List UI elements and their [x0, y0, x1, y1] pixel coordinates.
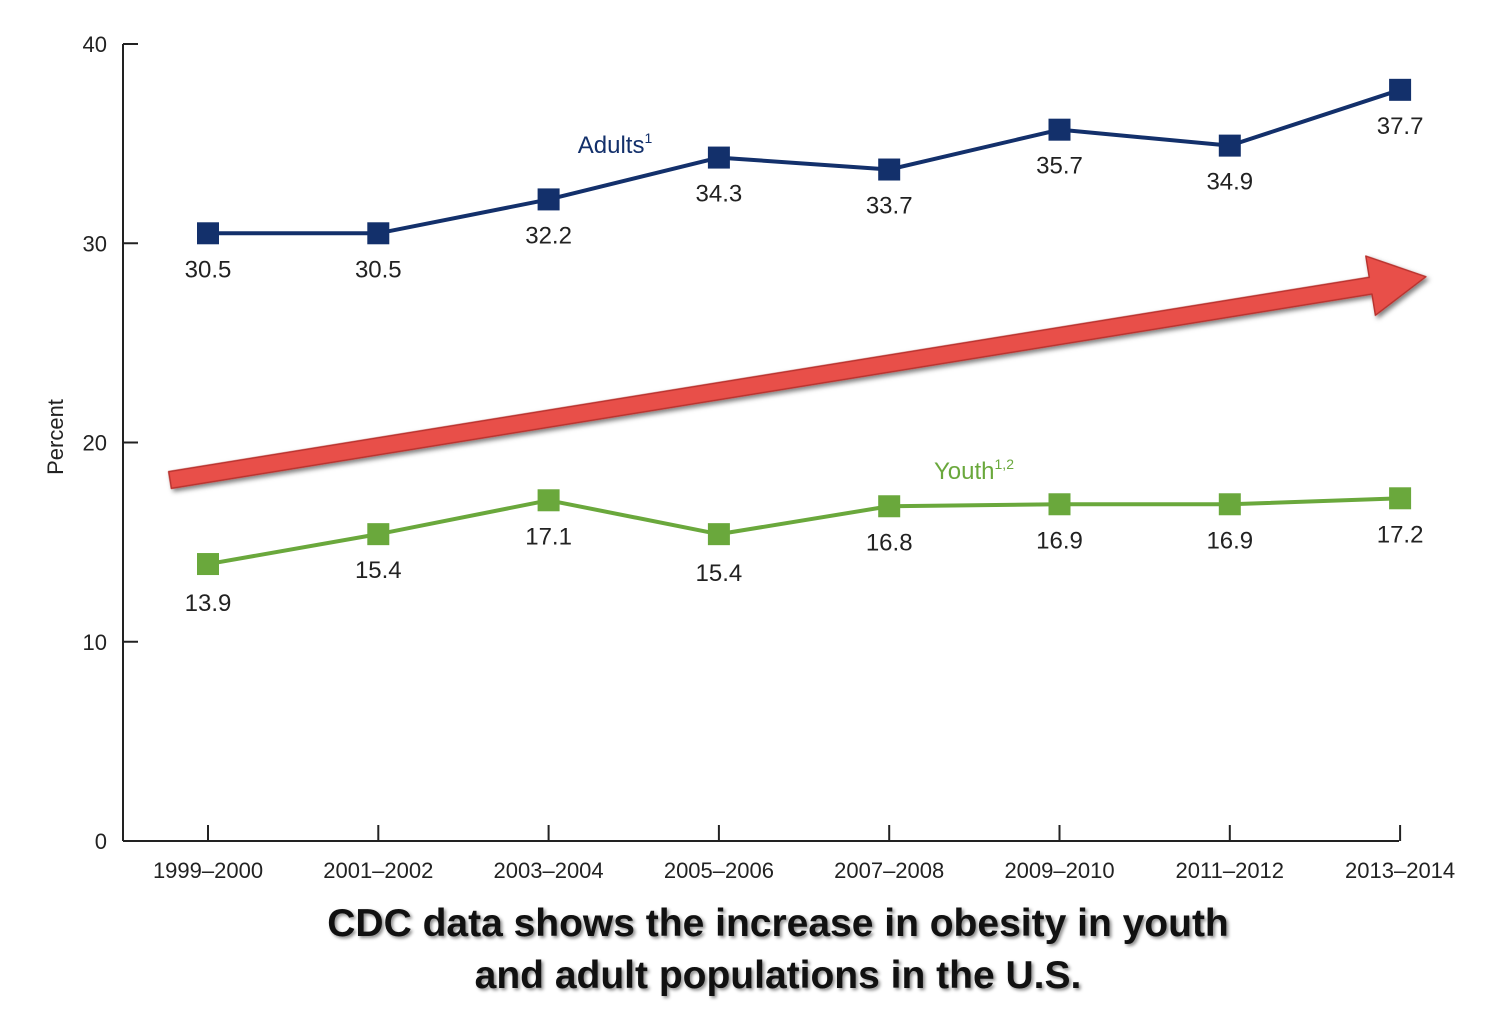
data-label-adults: 30.5: [355, 256, 402, 283]
data-label-youth: 17.2: [1377, 521, 1424, 548]
data-point-adults: [1048, 118, 1071, 141]
data-label-youth: 13.9: [185, 590, 232, 617]
data-point-youth: [878, 495, 901, 518]
data-label-youth: 15.4: [355, 557, 402, 584]
data-point-adults: [1218, 134, 1241, 157]
y-tick-label: 20: [83, 431, 107, 456]
y-tick-label: 0: [95, 829, 107, 854]
series-superscript-youth: 1,2: [995, 456, 1015, 472]
data-label-youth: 15.4: [696, 560, 743, 587]
data-label-adults: 32.2: [525, 222, 572, 249]
data-label-youth: 16.9: [1206, 527, 1253, 554]
data-label-youth: 16.9: [1036, 527, 1083, 554]
x-tick-label: 2009–2010: [1004, 858, 1114, 883]
caption-line-2: and adult populations in the U.S.: [474, 954, 1082, 997]
data-label-adults: 34.9: [1206, 169, 1253, 196]
data-point-youth: [537, 489, 560, 512]
data-label-adults: 35.7: [1036, 153, 1083, 180]
trend-arrow-shape: [167, 255, 1427, 490]
data-point-youth: [1218, 493, 1241, 516]
y-axis-title: Percent: [43, 399, 68, 475]
x-tick-label: 1999–2000: [153, 858, 263, 883]
data-label-youth: 16.8: [866, 529, 913, 556]
y-tick-label: 10: [83, 630, 107, 655]
x-tick-label: 2007–2008: [834, 858, 944, 883]
data-label-adults: 33.7: [866, 193, 913, 220]
series-line-youth: [207, 496, 1401, 567]
data-point-youth: [1389, 487, 1412, 510]
data-point-adults: [707, 146, 730, 169]
data-point-youth: [197, 553, 219, 576]
data-label-adults: 30.5: [185, 256, 232, 283]
trend-arrow: [167, 255, 1427, 490]
x-tick-label: 2013–2014: [1345, 858, 1455, 883]
data-point-adults: [537, 188, 560, 211]
data-label-adults: 34.3: [696, 181, 743, 208]
series-name-youth: Youth1,2: [934, 456, 1014, 485]
data-point-adults: [1389, 78, 1412, 101]
x-tick-label: 2003–2004: [494, 858, 604, 883]
data-point-youth: [1048, 493, 1071, 516]
chart-caption: CDC data shows the increase in obesity i…: [0, 898, 1490, 1002]
data-point-youth: [707, 523, 730, 546]
data-point-adults: [878, 158, 901, 181]
series-superscript-adults: 1: [644, 130, 652, 146]
y-tick-label: 30: [83, 231, 107, 256]
data-point-youth: [367, 523, 390, 546]
x-tick-label: 2001–2002: [323, 858, 433, 883]
data-point-adults: [367, 222, 390, 245]
data-point-adults: [197, 222, 219, 245]
data-label-youth: 17.1: [525, 523, 572, 550]
series-youth: 13.9 15.4 17.1 15.4 16.8 16.9 16.9 17.2: [185, 487, 1424, 617]
series-line-adults: [208, 87, 1401, 236]
x-tick-label: 2005–2006: [664, 858, 774, 883]
caption-line-1: CDC data shows the increase in obesity i…: [327, 902, 1229, 945]
series-name-adults: Adults1: [578, 130, 653, 159]
data-label-adults: 37.7: [1377, 113, 1424, 140]
x-tick-label: 2011–2012: [1176, 858, 1285, 883]
series-adults: 30.5 30.5 32.2 34.3 33.7 35.7 34.9 37.7: [185, 78, 1424, 283]
y-tick-label: 40: [83, 32, 107, 57]
